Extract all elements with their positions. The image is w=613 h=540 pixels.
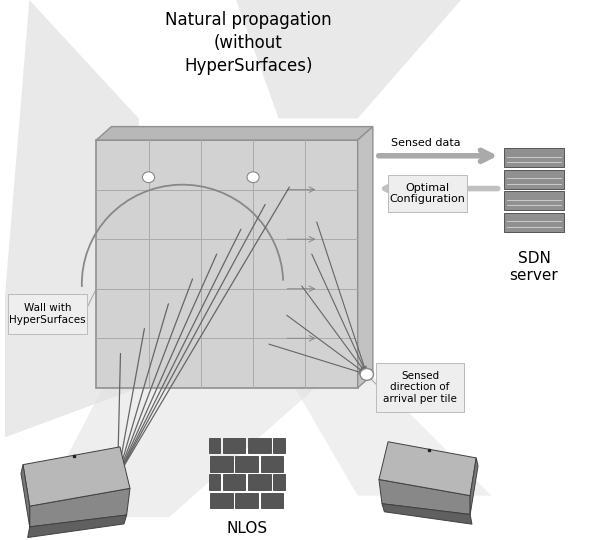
Polygon shape: [261, 456, 283, 471]
Polygon shape: [0, 0, 139, 442]
Polygon shape: [36, 377, 327, 517]
FancyBboxPatch shape: [8, 294, 87, 334]
Polygon shape: [96, 126, 373, 140]
Polygon shape: [382, 504, 472, 524]
Polygon shape: [503, 148, 565, 167]
Text: Wall with
HyperSurfaces: Wall with HyperSurfaces: [9, 303, 86, 325]
Polygon shape: [357, 126, 373, 388]
Polygon shape: [236, 0, 461, 118]
Polygon shape: [503, 191, 565, 210]
Text: NLOS: NLOS: [226, 521, 267, 536]
Text: Optimal
Configuration: Optimal Configuration: [390, 183, 465, 204]
Polygon shape: [273, 438, 284, 454]
Text: Sensed data: Sensed data: [391, 138, 461, 148]
FancyBboxPatch shape: [388, 175, 467, 212]
Polygon shape: [28, 515, 127, 537]
Polygon shape: [261, 492, 283, 508]
Polygon shape: [248, 438, 271, 454]
Polygon shape: [223, 474, 245, 490]
Polygon shape: [235, 492, 258, 508]
FancyBboxPatch shape: [376, 362, 464, 412]
Polygon shape: [210, 492, 233, 508]
Polygon shape: [210, 456, 233, 471]
Polygon shape: [503, 170, 565, 188]
Circle shape: [142, 172, 154, 183]
Polygon shape: [235, 456, 258, 471]
Polygon shape: [280, 361, 492, 496]
Circle shape: [247, 172, 259, 183]
Text: Sensed
direction of
arrival per tile: Sensed direction of arrival per tile: [383, 371, 457, 404]
Text: Natural propagation
(without
HyperSurfaces): Natural propagation (without HyperSurfac…: [165, 11, 332, 75]
Polygon shape: [248, 474, 271, 490]
Polygon shape: [96, 140, 357, 388]
Polygon shape: [29, 488, 130, 527]
Polygon shape: [273, 474, 284, 490]
Polygon shape: [503, 213, 565, 232]
Circle shape: [360, 368, 373, 380]
Polygon shape: [470, 458, 478, 515]
Text: SDN
server: SDN server: [509, 251, 558, 283]
Polygon shape: [21, 464, 29, 527]
Polygon shape: [379, 442, 476, 496]
Polygon shape: [223, 438, 245, 454]
Polygon shape: [208, 438, 220, 454]
Polygon shape: [379, 480, 470, 515]
Polygon shape: [208, 474, 220, 490]
Polygon shape: [23, 447, 130, 506]
